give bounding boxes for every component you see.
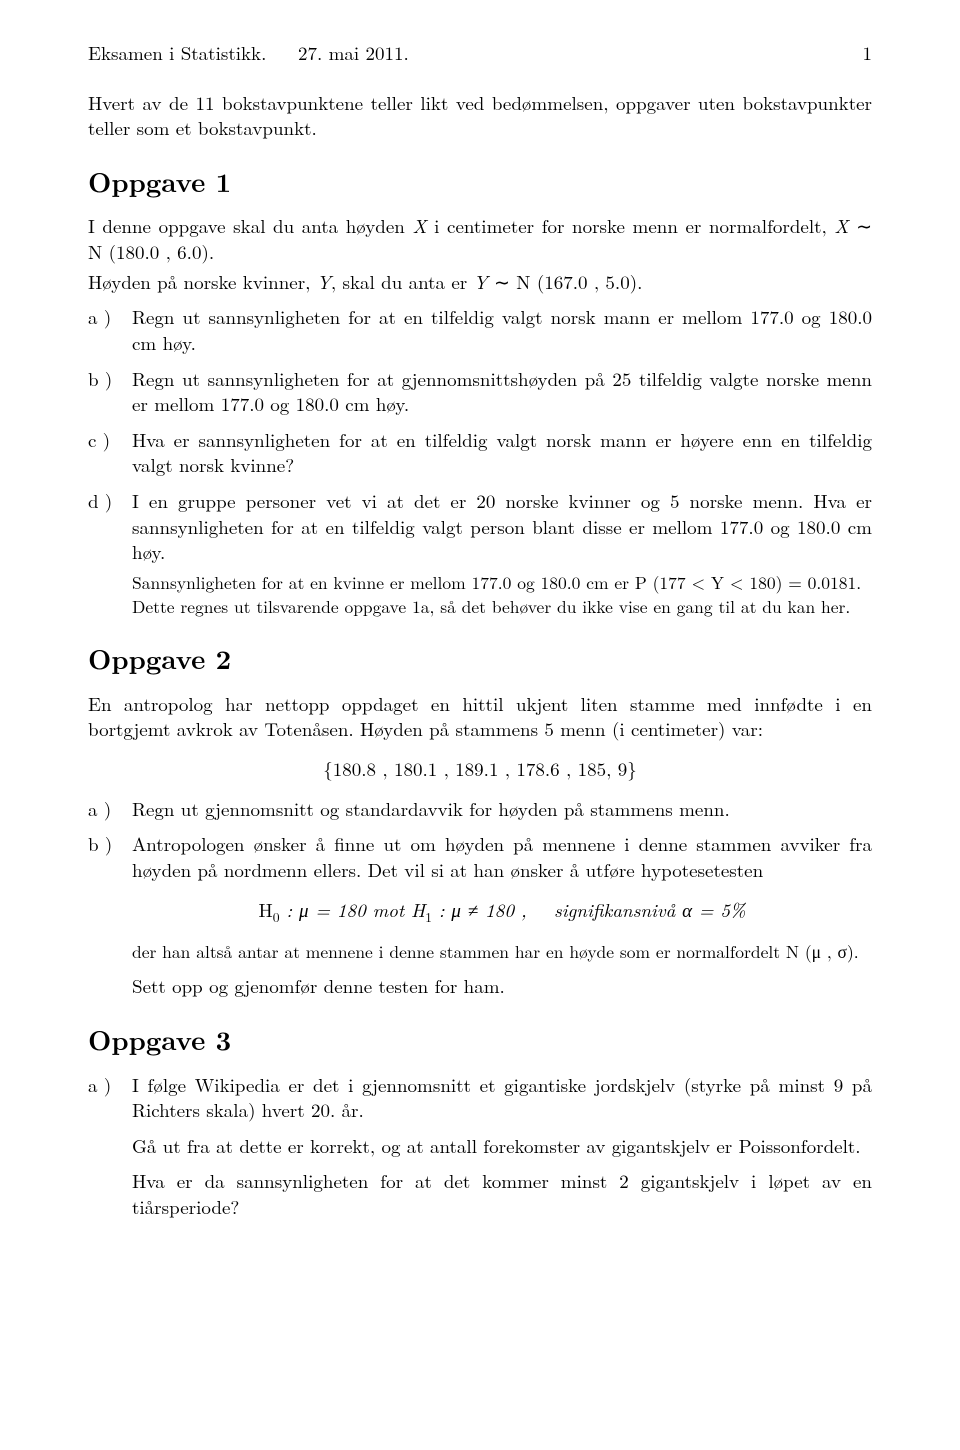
opp2-b-note: der han altså antar at mennene i denne s… — [132, 940, 872, 964]
opp1-c-text: Hva er sannsynligheten for at en tilfeld… — [132, 427, 872, 478]
opp2-b-body: Antropologen ønsker å finne ut om høyden… — [132, 831, 872, 999]
opp2-b-text: Antropologen ønsker å finne ut om høyden… — [132, 830, 872, 883]
var-X: X — [412, 212, 426, 239]
var-Y2: Y — [474, 268, 488, 295]
opp1-item-d: d ) I en gruppe personer vet vi at det e… — [88, 488, 872, 618]
opp1-list: a ) Regn ut sannsynligheten for at en ti… — [88, 304, 872, 618]
opp3-item-a: a ) I følge Wikipedia er det i gjennomsn… — [88, 1072, 872, 1220]
opp2-para1: En antropolog har nettopp oppdaget en hi… — [88, 691, 872, 742]
opp3-a1: I følge Wikipedia er det i gjennomsnitt … — [132, 1072, 872, 1123]
opp1-p2b: , skal du anta er — [331, 268, 474, 295]
label-b: b ) — [88, 831, 132, 999]
header-left: Eksamen i Statistikk. 27. mai 2011. — [88, 40, 409, 66]
opp3-a3: Hva er da sannsynligheten for at det kom… — [132, 1168, 872, 1219]
page-header: Eksamen i Statistikk. 27. mai 2011. 1 — [88, 40, 872, 66]
oppgave-2-title: Oppgave 2 — [88, 640, 872, 676]
intro-text: Hvert av de 11 bokstavpunktene teller li… — [88, 90, 872, 141]
opp1-item-b: b ) Regn ut sannsynligheten for at gjenn… — [88, 366, 872, 417]
opp2-data-set: {180.8 , 180.1 , 189.1 , 178.6 , 185, 9} — [88, 756, 872, 782]
hyp-text2: : μ ≠ 180 , signifikansnivå α = 5% — [432, 896, 746, 923]
opp3-list: a ) I følge Wikipedia er det i gjennomsn… — [88, 1072, 872, 1220]
var-Y: Y — [317, 268, 331, 295]
hyp-text: : μ = 180 mot H — [280, 896, 426, 923]
opp1-para2: Høyden på norske kvinner, Y, skal du ant… — [88, 269, 872, 295]
opp2-a-text: Regn ut gjennomsnitt og standardavvik fo… — [132, 796, 872, 822]
opp1-d-note1: Sannsynligheten for at en kvinne er mell… — [132, 571, 872, 595]
var-X2: X — [834, 212, 848, 239]
exam-page: Eksamen i Statistikk. 27. mai 2011. 1 Hv… — [0, 0, 960, 1450]
opp1-item-a: a ) Regn ut sannsynligheten for at en ti… — [88, 304, 872, 355]
opp1-b-text: Regn ut sannsynligheten for at gjennomsn… — [132, 366, 872, 417]
opp1-d-text: I en gruppe personer vet vi at det er 20… — [132, 487, 872, 565]
opp2-hypothesis: H0 : μ = 180 mot H1 : μ ≠ 180 , signifik… — [132, 897, 872, 926]
label-a: a ) — [88, 304, 132, 355]
opp1-p2a: Høyden på norske kvinner, — [88, 268, 317, 295]
opp1-para1: I denne oppgave skal du anta høyden X i … — [88, 213, 872, 264]
label-a: a ) — [88, 1072, 132, 1220]
opp1-item-c: c ) Hva er sannsynligheten for at en til… — [88, 427, 872, 478]
opp1-a-text: Regn ut sannsynligheten for at en tilfel… — [132, 304, 872, 355]
opp2-item-a: a ) Regn ut gjennomsnitt og standardavvi… — [88, 796, 872, 822]
opp1-p2c: ∼ N (167.0 , 5.0). — [488, 268, 643, 295]
label-c: c ) — [88, 427, 132, 478]
opp3-a-body: I følge Wikipedia er det i gjennomsnitt … — [132, 1072, 872, 1220]
opp1-p1a: I denne oppgave skal du anta høyden — [88, 212, 412, 239]
label-b: b ) — [88, 366, 132, 417]
page-number: 1 — [862, 40, 872, 66]
opp3-a2: Gå ut fra at dette er korrekt, og at ant… — [132, 1133, 872, 1159]
h1-sym: 1 — [425, 896, 432, 923]
oppgave-1-title: Oppgave 1 — [88, 163, 872, 199]
label-d: d ) — [88, 488, 132, 618]
opp1-d-note2: Dette regnes ut tilsvarende oppgave 1a, … — [132, 595, 872, 619]
h0-sym: H0 — [258, 896, 279, 923]
label-a: a ) — [88, 796, 132, 822]
opp2-list: a ) Regn ut gjennomsnitt og standardavvi… — [88, 796, 872, 999]
opp2-b-end: Sett opp og gjenomfør denne testen for h… — [132, 973, 872, 999]
opp2-item-b: b ) Antropologen ønsker å finne ut om hø… — [88, 831, 872, 999]
opp1-p1b: i centimeter for norske menn er normalfo… — [427, 212, 835, 239]
oppgave-3-title: Oppgave 3 — [88, 1021, 872, 1057]
opp1-d-body: I en gruppe personer vet vi at det er 20… — [132, 488, 872, 618]
